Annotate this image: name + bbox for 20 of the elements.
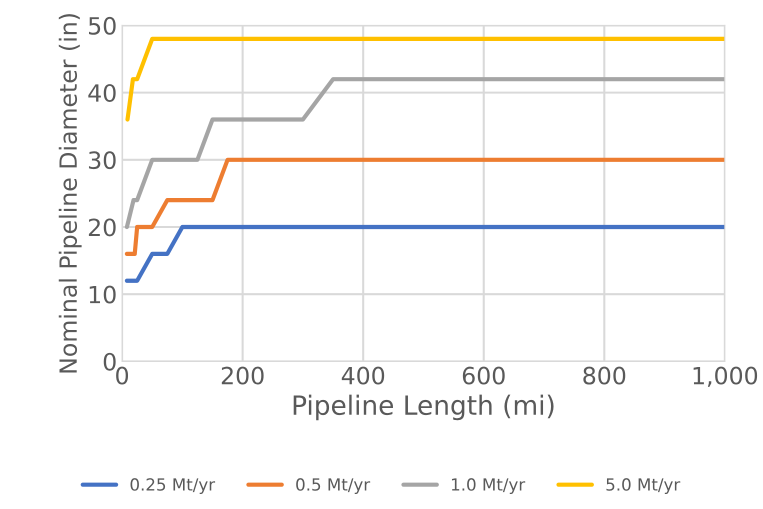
x-tick-label: 1,000 xyxy=(694,366,758,387)
x-tick-label: 200 xyxy=(222,366,264,385)
y-axis-title: Nominal Pipeline Diameter (in) xyxy=(58,14,82,372)
y-tick-label: 40 xyxy=(88,84,116,102)
x-tick-label: 600 xyxy=(462,366,505,385)
y-tick-label: 0 xyxy=(104,352,116,371)
legend-label: 5.0 Mt/yr xyxy=(606,478,680,494)
y-tick-label: 30 xyxy=(88,151,116,170)
x-tick-label: 800 xyxy=(583,366,626,385)
legend-label: 0.25 Mt/yr xyxy=(130,478,216,494)
legend-label: 0.5 Mt/yr xyxy=(296,478,370,494)
y-tick-label: 50 xyxy=(88,16,116,35)
line-series xyxy=(124,77,725,230)
x-tick-label: 0 xyxy=(116,366,128,385)
y-tick-label: 10 xyxy=(90,286,116,304)
x-tick-label: 400 xyxy=(342,366,384,385)
line-series xyxy=(124,158,725,256)
legend-label: 1.0 Mt/yr xyxy=(452,478,526,494)
y-tick-label: 20 xyxy=(88,218,116,236)
x-axis-title: Pipeline Length (mi) xyxy=(294,394,554,420)
